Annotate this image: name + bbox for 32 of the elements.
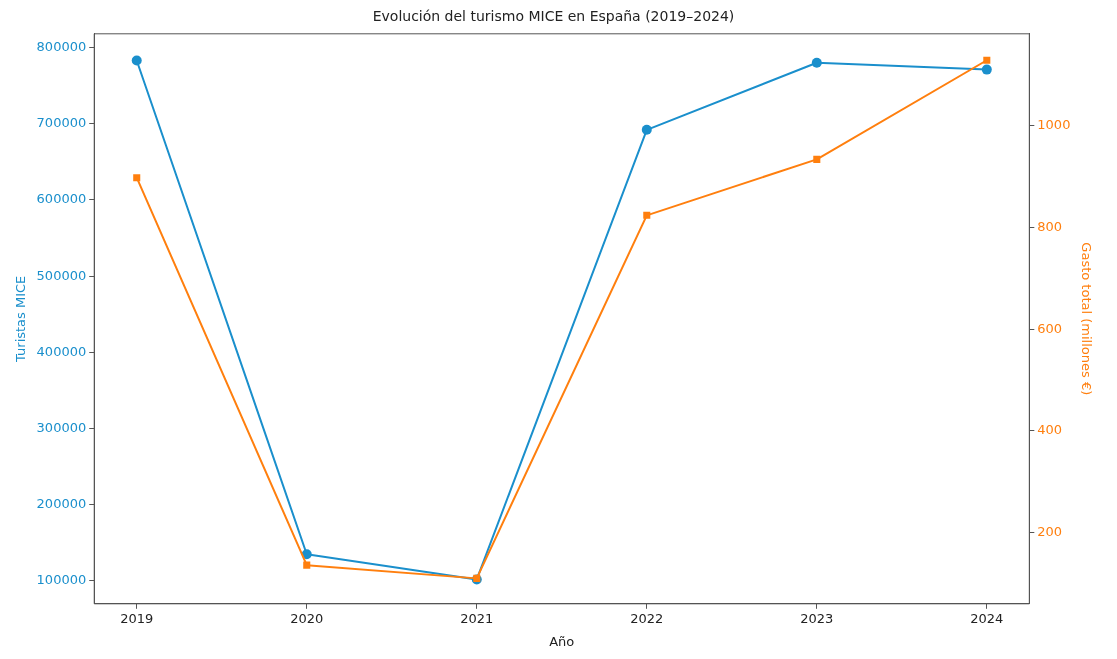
chart-title: Evolución del turismo MICE en España (2019–2024) [372,8,735,25]
point [983,56,991,64]
y-tick-label: 700000 [36,115,87,131]
x-tick-label: 2019 [120,610,154,626]
y-tick-label: 300000 [36,419,87,435]
point [643,211,651,219]
point [133,174,141,182]
point [811,57,822,68]
y2-tick-label: 600 [1037,320,1063,336]
y-tick-label: 100000 [36,572,87,588]
y2-tick-label: 1000 [1037,117,1071,133]
x-tick-label: 2022 [630,610,664,626]
x-tick-label: 2023 [800,610,834,626]
y-tick-label: 200000 [36,496,87,512]
point [813,155,821,163]
y-tick-label: 600000 [36,191,87,207]
y-tick-label: 500000 [36,267,87,283]
y2-tick-label: 800 [1037,218,1063,234]
point [641,124,652,135]
y-tick-label: 400000 [36,343,87,359]
y2-axis-title: Gasto total (millones €) [1078,242,1094,396]
y-tick-label: 800000 [36,38,87,54]
x-axis-title: Año [549,633,575,649]
point [981,64,992,75]
y-axis-title: Turistas MICE [13,275,29,363]
y2-tick-label: 400 [1037,422,1063,438]
point [303,561,311,569]
x-tick-label: 2021 [460,610,494,626]
point [131,55,142,66]
x-tick-label: 2020 [290,610,324,626]
x-tick-label: 2024 [970,610,1004,626]
y2-tick-label: 200 [1037,523,1063,539]
